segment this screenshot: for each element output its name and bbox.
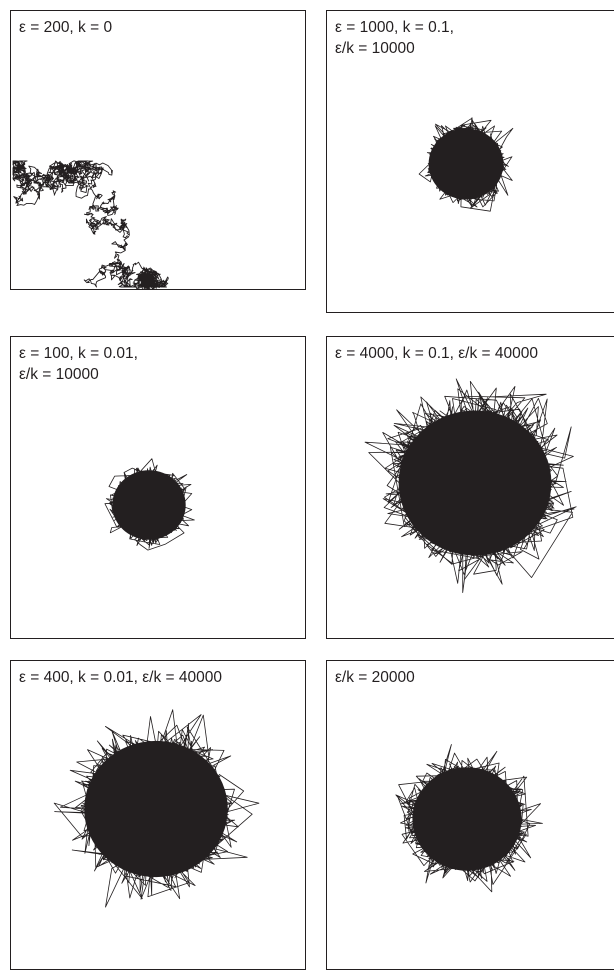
panel-title-line1: ε = 4000, k = 0.1, ε/k = 40000 [335, 345, 538, 362]
panel-title-line1: ε = 1000, k = 0.1, [335, 19, 454, 36]
trajectory-dense-core [398, 410, 552, 556]
panel-title-line1: ε/k = 20000 [335, 669, 415, 686]
panel-label: ε = 100, k = 0.01, ε/k = 10000 [19, 343, 138, 385]
trajectory-dense-core [84, 740, 228, 878]
panel-label: ε = 200, k = 0 [19, 17, 112, 38]
panel-title-line1: ε = 100, k = 0.01, [19, 345, 138, 362]
panel-title-line1: ε = 200, k = 0 [19, 19, 113, 36]
panel-title-line2: ε/k = 10000 [19, 366, 99, 383]
panel-eps400-k0.01: ε = 400, k = 0.01, ε/k = 40000 [10, 660, 306, 970]
panel-label: ε/k = 20000 [335, 667, 415, 688]
trajectory-dense-core [428, 128, 504, 200]
panel-eps100-k0.01: ε = 100, k = 0.01, ε/k = 10000 [10, 336, 306, 639]
panel-title-line1: ε = 400, k = 0.01, ε/k = 40000 [19, 669, 222, 686]
trajectory-line [12, 160, 169, 289]
random-walk-plot [12, 160, 169, 289]
random-walk-plot [395, 744, 543, 893]
panel-label: ε = 4000, k = 0.1, ε/k = 40000 [335, 343, 538, 364]
trajectory-dense-core [412, 767, 522, 871]
panel-eps200-k0: ε = 200, k = 0 [10, 10, 306, 290]
panel-title-line2: ε/k = 10000 [335, 40, 415, 57]
trajectory-dense-core [112, 470, 186, 540]
random-walk-plot [104, 458, 195, 551]
random-walk-plot [364, 378, 577, 593]
random-walk-plot [418, 117, 514, 212]
random-walk-plot [53, 709, 260, 908]
panel-label: ε = 400, k = 0.01, ε/k = 40000 [19, 667, 222, 688]
panel-eps4000-k0.1: ε = 4000, k = 0.1, ε/k = 40000 [326, 336, 614, 639]
panel-label: ε = 1000, k = 0.1, ε/k = 10000 [335, 17, 454, 59]
panel-epsk20000: ε/k = 20000 [326, 660, 614, 970]
panel-eps1000-k0.1: ε = 1000, k = 0.1, ε/k = 10000 [326, 10, 614, 313]
